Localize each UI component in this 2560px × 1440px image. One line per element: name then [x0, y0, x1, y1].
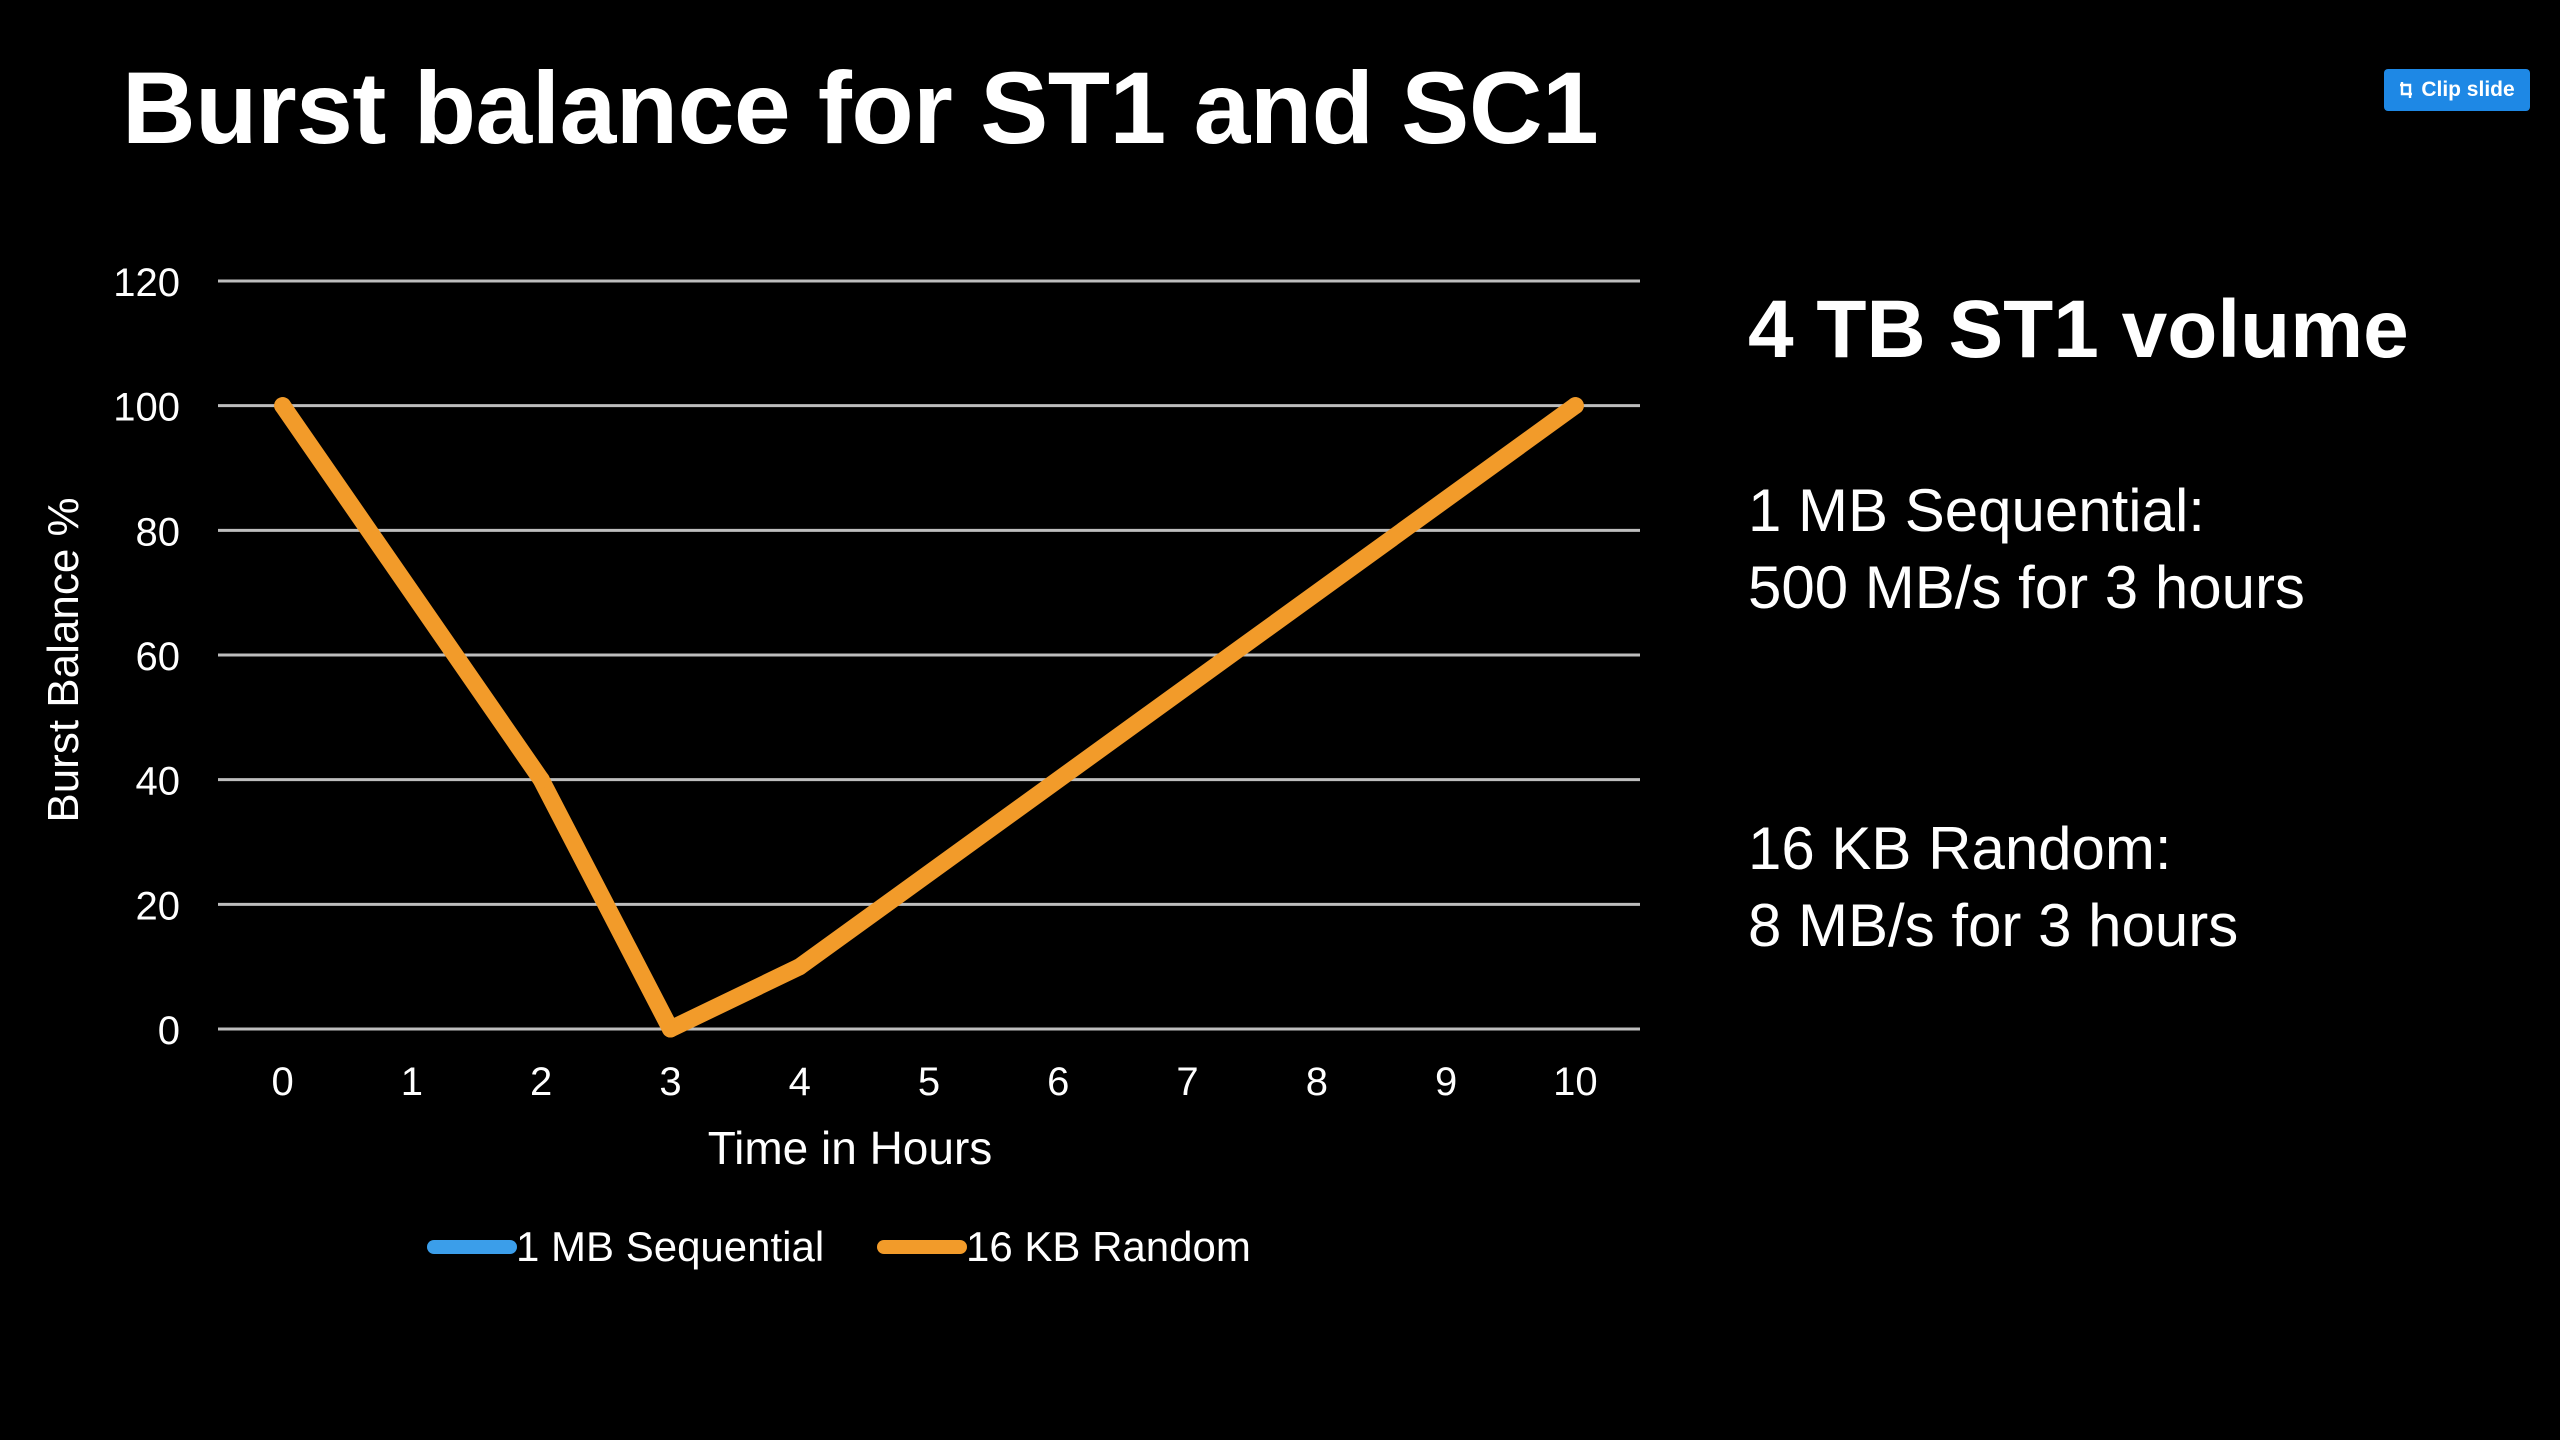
- chart-legend: 1 MB Sequential 16 KB Random: [427, 1223, 1251, 1270]
- x-axis-label: Time in Hours: [708, 1122, 993, 1174]
- random-info-line2: 8 MB/s for 3 hours: [1748, 892, 2239, 959]
- y-tick-label: 0: [158, 1009, 180, 1053]
- x-tick-label: 6: [1047, 1060, 1069, 1104]
- sequential-info-line1: 1 MB Sequential:: [1748, 477, 2205, 544]
- random-info-line1: 16 KB Random:: [1748, 815, 2172, 882]
- clip-icon: [2400, 82, 2413, 98]
- sequential-info-line2: 500 MB/s for 3 hours: [1748, 554, 2305, 621]
- y-tick-label: 100: [113, 386, 180, 430]
- x-axis-tick-labels: 0 1 2 3 4 5 6 7 8 9 10: [272, 1060, 1598, 1104]
- x-tick-label: 2: [530, 1060, 552, 1104]
- data-point: [532, 771, 550, 789]
- x-tick-label: 8: [1306, 1060, 1328, 1104]
- x-tick-label: 3: [659, 1060, 681, 1104]
- legend-label: 1 MB Sequential: [516, 1223, 824, 1270]
- legend-label: 16 KB Random: [966, 1223, 1251, 1270]
- y-axis-label: Burst Balance %: [39, 497, 88, 822]
- x-tick-label: 5: [918, 1060, 940, 1104]
- y-tick-label: 40: [136, 760, 181, 804]
- data-point: [791, 958, 809, 976]
- chart-series: [274, 397, 1584, 1038]
- series-line-2: [274, 397, 1584, 1038]
- x-tick-label: 9: [1435, 1060, 1457, 1104]
- clip-slide-button[interactable]: Clip slide: [2384, 69, 2530, 111]
- x-tick-label: 7: [1176, 1060, 1198, 1104]
- y-tick-label: 60: [136, 635, 181, 679]
- y-tick-label: 120: [113, 261, 180, 305]
- x-tick-label: 1: [401, 1060, 423, 1104]
- data-point: [274, 397, 292, 415]
- data-point: [1566, 397, 1584, 415]
- y-tick-label: 20: [136, 884, 181, 928]
- x-tick-label: 10: [1553, 1060, 1598, 1104]
- clip-slide-label: Clip slide: [2421, 78, 2515, 101]
- y-axis-tick-labels: 0 20 40 60 80 100 120: [113, 261, 180, 1053]
- random-info: 16 KB Random: 8 MB/s for 3 hours: [1748, 810, 2238, 964]
- data-point: [661, 1020, 679, 1038]
- slide-title: Burst balance for ST1 and SC1: [122, 51, 1599, 165]
- volume-heading: 4 TB ST1 volume: [1748, 284, 2409, 375]
- y-tick-label: 80: [136, 510, 181, 554]
- x-tick-label: 4: [789, 1060, 811, 1104]
- sequential-info: 1 MB Sequential: 500 MB/s for 3 hours: [1748, 472, 2305, 626]
- x-tick-label: 0: [272, 1060, 294, 1104]
- chart-gridlines: [218, 279, 1640, 1031]
